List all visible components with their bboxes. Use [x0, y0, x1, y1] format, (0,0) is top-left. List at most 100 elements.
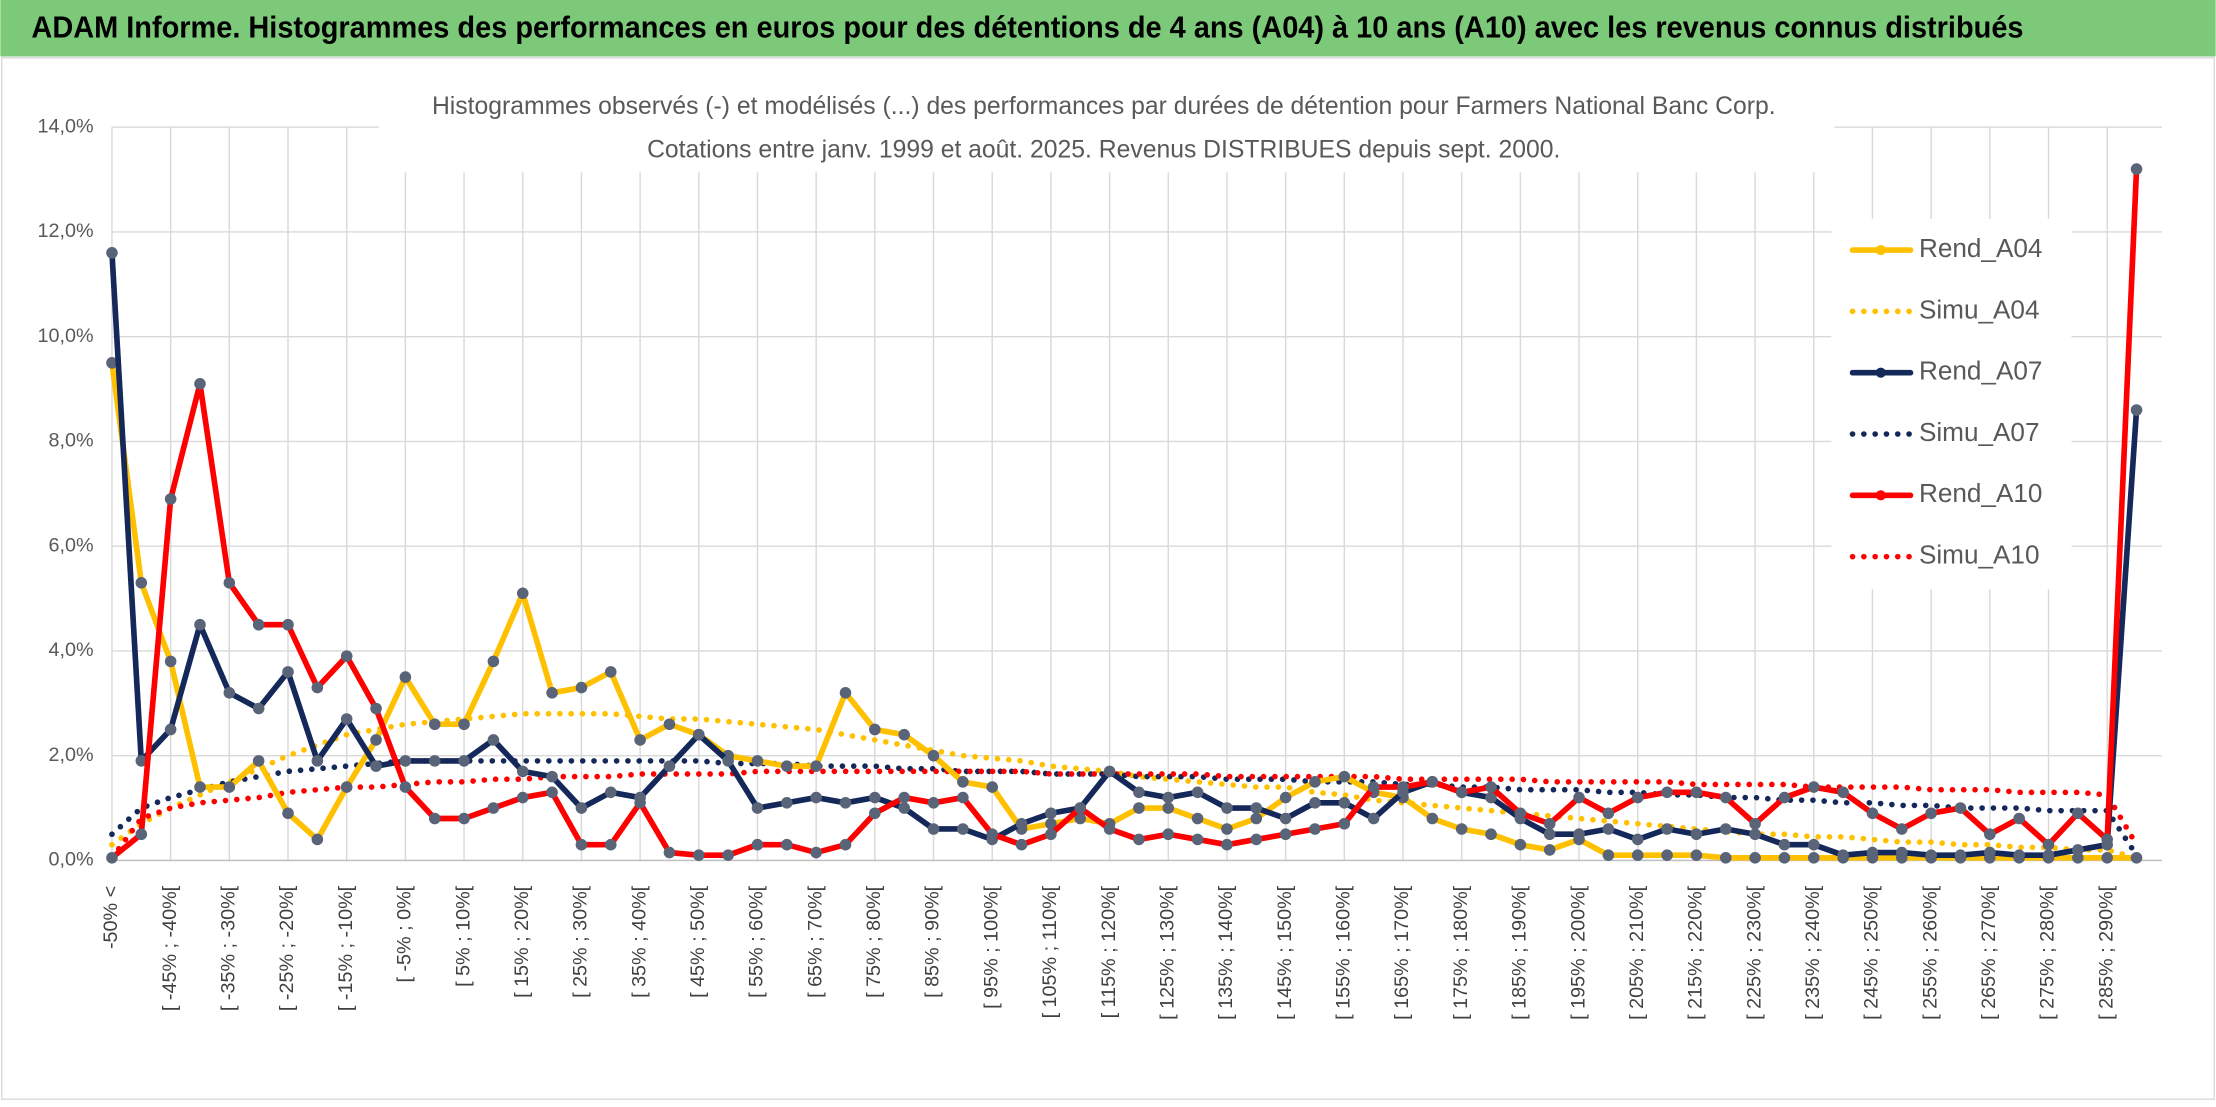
data-point — [869, 723, 881, 736]
subtitle-bg — [378, 84, 1835, 173]
data-point — [1690, 849, 1703, 861]
data-point — [751, 838, 764, 851]
data-point — [898, 802, 910, 814]
data-point — [1543, 844, 1556, 856]
data-point — [428, 718, 441, 731]
data-point — [1426, 776, 1439, 788]
data-point — [1896, 846, 1908, 859]
data-point — [604, 838, 617, 851]
data-point — [1661, 849, 1673, 861]
data-point — [546, 786, 558, 799]
data-point — [781, 797, 793, 809]
data-point — [1279, 791, 1292, 804]
legend-label: Simu_A04 — [1919, 294, 2040, 324]
x-tick-label: [ 145% ; 150%[ — [1274, 885, 1296, 1020]
data-point — [1778, 838, 1791, 851]
data-point — [1514, 838, 1527, 851]
data-point — [1309, 797, 1321, 809]
data-point — [164, 723, 177, 736]
data-point — [2042, 838, 2055, 851]
model-line — [109, 768, 2140, 861]
data-point — [340, 650, 353, 662]
data-point — [663, 760, 676, 772]
data-point — [1455, 786, 1468, 799]
data-point — [516, 765, 529, 778]
data-point — [1749, 851, 1761, 864]
data-point — [1749, 828, 1761, 841]
data-point — [1690, 786, 1703, 799]
data-point — [1455, 823, 1468, 835]
data-point — [1866, 807, 1879, 820]
data-point — [546, 770, 558, 783]
data-point — [1661, 786, 1673, 799]
data-point — [399, 755, 412, 767]
x-tick-label: [ -35% ; -30%[ — [218, 885, 240, 1011]
data-point — [2042, 849, 2055, 861]
x-tick-label: [ 45% ; 50%[ — [687, 885, 709, 998]
legend-marker — [1875, 367, 1886, 378]
data-point — [1221, 823, 1233, 835]
legend-label: Simu_A10 — [1919, 540, 2040, 570]
data-point — [2130, 851, 2143, 864]
x-tick-label: -50% < — [100, 886, 122, 949]
data-point — [1602, 823, 1615, 835]
data-point — [693, 849, 705, 861]
data-point — [927, 749, 940, 762]
x-tick-label: [ 105% ; 110%[ — [1039, 885, 1061, 1018]
data-point — [869, 791, 881, 804]
y-tick-label: 8,0% — [49, 430, 94, 452]
data-point — [2072, 807, 2084, 820]
data-point — [1397, 781, 1409, 793]
y-tick-label: 14,0% — [38, 115, 94, 137]
data-point — [2072, 844, 2084, 856]
data-point — [458, 718, 470, 731]
data-point — [810, 760, 822, 772]
data-point — [957, 823, 969, 835]
data-point — [399, 671, 412, 683]
data-point — [516, 791, 529, 804]
data-point — [2013, 849, 2025, 861]
data-point — [1221, 838, 1233, 851]
x-tick-label: [ 275% ; 280%[ — [2037, 885, 2059, 1020]
data-point — [1338, 797, 1351, 809]
x-tick-label: [ 115% ; 120%[ — [1098, 885, 1120, 1018]
data-point — [634, 734, 646, 746]
legend-label: Rend_A10 — [1919, 478, 2042, 508]
data-point — [428, 812, 441, 825]
data-point — [1015, 838, 1028, 851]
data-point — [1338, 817, 1351, 830]
data-point — [1162, 802, 1175, 814]
x-tick-label: [ 265% ; 270%[ — [1978, 885, 2000, 1020]
data-point — [1162, 791, 1175, 804]
data-point — [1837, 849, 1849, 861]
data-point — [1631, 791, 1644, 804]
legend-label: Rend_A07 — [1919, 356, 2042, 386]
data-point — [399, 781, 412, 793]
x-tick-label: [ -25% ; -20%[ — [276, 885, 298, 1011]
x-tick-label: [ 75% ; 80%[ — [863, 885, 885, 998]
data-point — [223, 781, 236, 793]
x-tick-label: [ 225% ; 230%[ — [1743, 885, 1765, 1020]
data-point — [1719, 823, 1732, 835]
data-point — [194, 378, 206, 390]
data-point — [487, 734, 500, 746]
data-point — [1690, 828, 1703, 841]
x-tick-label: [ 125% ; 130%[ — [1156, 885, 1178, 1020]
x-tick-label: [ 185% ; 190%[ — [1509, 885, 1531, 1020]
data-point — [340, 781, 353, 793]
data-point — [223, 577, 236, 589]
data-point — [1573, 791, 1585, 804]
data-point — [282, 807, 294, 820]
legend-marker — [1875, 244, 1886, 256]
chart-subtitle: Cotations entre janv. 1999 et août. 2025… — [647, 137, 1560, 164]
x-tick-label: [ 155% ; 160%[ — [1333, 885, 1355, 1020]
data-point — [1367, 781, 1380, 793]
data-point — [1602, 807, 1615, 820]
data-point — [1984, 846, 1996, 859]
x-tick-label: [ 95% ; 100%[ — [980, 885, 1002, 1009]
data-point — [1279, 828, 1292, 841]
y-tick-label: 4,0% — [49, 639, 94, 661]
data-point — [1954, 802, 1967, 814]
data-point — [1925, 807, 1937, 820]
